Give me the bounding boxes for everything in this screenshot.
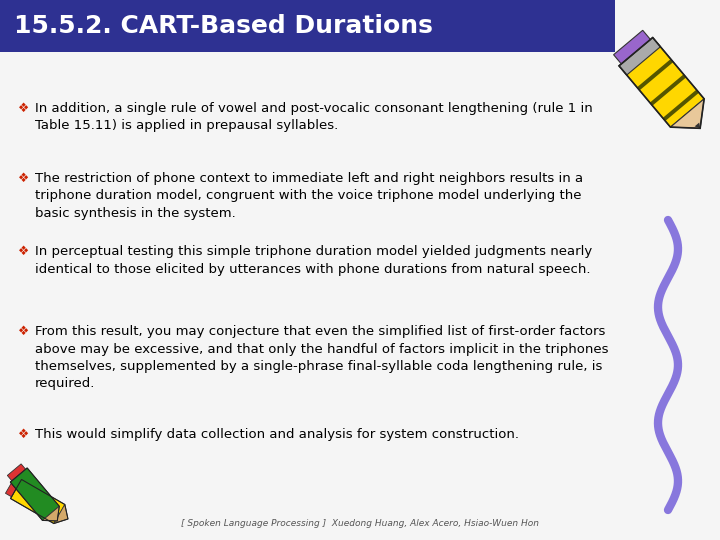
Polygon shape [613,30,650,64]
Text: This would simplify data collection and analysis for system construction.: This would simplify data collection and … [35,428,519,441]
Polygon shape [6,478,20,497]
Text: ❖: ❖ [18,245,30,258]
Polygon shape [637,59,673,90]
Polygon shape [695,123,700,129]
Text: ❖: ❖ [18,428,30,441]
Text: The restriction of phone context to immediate left and right neighbors results i: The restriction of phone context to imme… [35,172,583,220]
Text: From this result, you may conjecture that even the simplified list of first-orde: From this result, you may conjecture tha… [35,325,608,390]
Text: ❖: ❖ [18,172,30,185]
Text: In perceptual testing this simple triphone duration model yielded judgments near: In perceptual testing this simple tripho… [35,245,593,275]
Text: ❖: ❖ [18,102,30,115]
Polygon shape [7,464,26,481]
Polygon shape [619,38,704,127]
Text: In addition, a single rule of vowel and post-vocalic consonant lengthening (rule: In addition, a single rule of vowel and … [35,102,593,132]
FancyBboxPatch shape [0,0,615,52]
Text: 15.5.2. CART-Based Durations: 15.5.2. CART-Based Durations [14,14,433,38]
Polygon shape [42,507,59,521]
Text: ❖: ❖ [18,325,30,338]
Polygon shape [670,99,704,129]
Polygon shape [54,504,68,523]
Polygon shape [662,90,699,121]
Text: [ Spoken Language Processing ]  Xuedong Huang, Alex Acero, Hsiao-Wuen Hon: [ Spoken Language Processing ] Xuedong H… [181,519,539,529]
Polygon shape [619,38,660,75]
Polygon shape [10,468,59,521]
Polygon shape [650,75,686,106]
Polygon shape [11,480,65,523]
